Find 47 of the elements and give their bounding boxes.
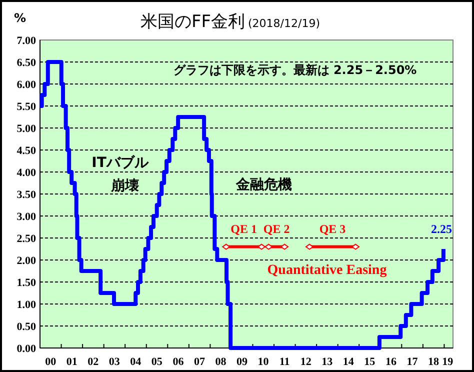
x-tick-label: 02 — [88, 356, 100, 368]
y-axis-title: % — [14, 11, 26, 25]
x-tick-label: 16 — [385, 356, 397, 368]
y-tick-label: 3.00 — [16, 211, 36, 223]
annotation: 崩壊 — [110, 178, 139, 194]
annotation: Quantitative Easing — [267, 263, 387, 278]
series-label: QE 2 — [263, 222, 290, 236]
annotation: ITバブル — [92, 154, 150, 171]
x-tick-label: 08 — [215, 356, 227, 368]
x-tick-label: 17 — [406, 356, 418, 368]
x-tick-label: 03 — [108, 356, 120, 368]
y-tick-label: 3.50 — [16, 189, 36, 201]
y-tick-label: 2.00 — [16, 255, 36, 267]
x-tick-label: 04 — [130, 356, 142, 368]
x-tick-label: 18 — [428, 356, 440, 368]
x-tick-label: 01 — [66, 356, 78, 368]
y-tick-label: 2.50 — [16, 233, 36, 245]
y-tick-label: 0.50 — [16, 321, 36, 333]
y-tick-label: 1.00 — [16, 299, 36, 311]
x-tick-label: 14 — [342, 356, 354, 368]
x-tick-label: 13 — [322, 356, 334, 368]
y-tick-label: 6.00 — [16, 79, 36, 91]
chart-subtitle: (2018/12/19) — [248, 17, 320, 30]
x-tick-label: 19 — [442, 356, 454, 368]
y-tick-label: 5.00 — [16, 123, 36, 135]
x-tick-label: 10 — [258, 356, 270, 368]
x-tick-label: 07 — [194, 356, 206, 368]
x-tick-label: 09 — [236, 356, 248, 368]
y-tick-label: 6.50 — [16, 57, 36, 69]
annotation: 金融危機 — [235, 177, 292, 193]
x-tick-label: 05 — [151, 356, 163, 368]
y-tick-label: 4.00 — [16, 167, 36, 179]
y-tick-label: 1.50 — [16, 277, 36, 289]
series-label: QE 3 — [319, 222, 346, 236]
x-tick-label: 15 — [364, 356, 376, 368]
y-tick-label: 7.00 — [16, 35, 36, 47]
y-tick-label: 4.50 — [16, 145, 36, 157]
chart-title: 米国のFF金利 — [140, 12, 245, 32]
y-tick-label: 5.50 — [16, 101, 36, 113]
y-tick-label: 0.00 — [16, 343, 36, 355]
annotation: 2.25 — [430, 222, 452, 236]
series-label: QE 1 — [230, 222, 257, 236]
x-tick-label: 12 — [300, 356, 312, 368]
annotation: グラフは下限を示す。最新は 2.25－2.50% — [173, 63, 417, 77]
x-tick-label: 06 — [172, 356, 184, 368]
x-tick-label: 11 — [279, 356, 290, 368]
x-tick-label: 00 — [45, 356, 57, 368]
